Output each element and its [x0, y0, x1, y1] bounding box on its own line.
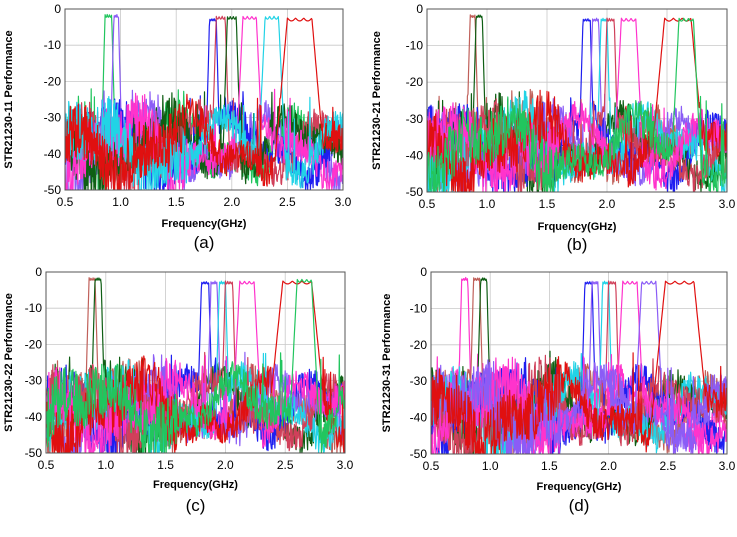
series-group	[431, 276, 727, 454]
panel-a: 0.5 1.0 1.5 2.0 2.5 3.0 0 -10 -20 -30 -40 -50 Freque…	[3, 2, 352, 252]
x-axis-title: Frequency(GHz)	[153, 479, 238, 491]
panel-d: 0.5 1.0 1.5 2.0 2.5 3.0 0 -10 -20 -30 -40 -50 Freque…	[381, 265, 736, 515]
y-tick-label: -50	[406, 185, 424, 199]
y-tick-label: -40	[25, 410, 43, 424]
x-tick-label: 1.0	[482, 459, 499, 473]
x-tick-label: 3.0	[719, 197, 736, 211]
series-line-7	[65, 15, 343, 190]
x-tick-label: 1.0	[97, 458, 114, 472]
x-tick-label: 1.0	[112, 195, 129, 209]
y-tick-label: -50	[44, 183, 62, 197]
plot-frame	[64, 8, 344, 191]
y-axis-title: STR21230-22 Performance	[3, 293, 15, 432]
y-axis-title: STR21230-11 Performance	[3, 30, 15, 168]
y-tick-label: -20	[406, 75, 424, 89]
plot-frame	[426, 8, 728, 193]
y-tick-label: 0	[420, 265, 427, 279]
series-group	[65, 13, 343, 190]
y-tick-label: -30	[44, 111, 62, 125]
x-tick-label: 0.5	[423, 459, 440, 473]
x-tick-label: 2.0	[217, 458, 234, 472]
x-axis-title: Frequency(GHz)	[162, 218, 247, 230]
x-tick-label: 3.0	[335, 195, 352, 209]
plot-frame	[45, 271, 346, 454]
panel-c: 0.5 1.0 1.5 2.0 2.5 3.0 0 -10 -20 -30 -40 -50 Freque…	[3, 265, 354, 515]
series-line-8	[431, 280, 727, 454]
y-tick-label: -10	[406, 39, 424, 53]
x-tick-label: 2.5	[279, 195, 296, 209]
x-axis-title: Frequency(GHz)	[537, 481, 622, 493]
series-line-9	[46, 278, 345, 453]
x-axis-title: Frquency(GHz)	[538, 221, 617, 233]
y-tick-label: -20	[410, 338, 428, 352]
y-tick-label: -40	[406, 148, 424, 162]
series-line-7	[46, 280, 345, 453]
y-tick-label: -10	[25, 301, 43, 315]
x-tick-label: 2.5	[659, 197, 676, 211]
y-tick-label: -20	[44, 74, 62, 88]
x-tick-label: 1.5	[541, 459, 558, 473]
series-line-9	[427, 17, 727, 192]
y-tick-label: -20	[25, 337, 43, 351]
x-tick-label: 0.5	[419, 197, 436, 211]
y-tick-label: -30	[25, 374, 43, 388]
y-tick-label: -40	[44, 147, 62, 161]
y-tick-label: 0	[416, 2, 423, 16]
y-tick-label: -30	[406, 112, 424, 126]
series-line-10	[431, 280, 727, 454]
plot-frame	[430, 271, 728, 455]
x-tick-label: 2.0	[600, 459, 617, 473]
x-tick-label: 0.5	[38, 458, 55, 472]
y-tick-label: -50	[410, 447, 428, 461]
panel-label: (c)	[186, 496, 206, 515]
y-axis-title: STR21230-21 Performance	[371, 31, 383, 170]
x-tick-label: 2.5	[277, 458, 294, 472]
y-tick-label: 0	[54, 2, 61, 16]
y-tick-label: -10	[44, 38, 62, 52]
x-tick-label: 2.0	[223, 195, 240, 209]
series-line-8	[65, 17, 343, 190]
x-tick-label: 2.0	[599, 197, 616, 211]
y-tick-label: -50	[25, 446, 43, 460]
y-tick-label: -10	[410, 301, 428, 315]
x-tick-label: 3.0	[719, 459, 736, 473]
panel-label: (d)	[569, 496, 590, 515]
x-tick-label: 3.0	[337, 458, 354, 472]
series-group	[46, 277, 345, 453]
y-tick-label: -30	[410, 374, 428, 388]
panel-label: (b)	[567, 235, 588, 254]
x-tick-label: 0.5	[57, 195, 74, 209]
x-tick-label: 1.0	[479, 197, 496, 211]
x-tick-label: 1.5	[168, 195, 185, 209]
panel-b: 0.5 1.0 1.5 2.0 2.5 3.0 0 -10 -20 -30 -40 -50 Frquen…	[371, 2, 736, 254]
y-axis-title: STR21230-31 Performance	[381, 294, 393, 433]
y-tick-label: 0	[35, 265, 42, 279]
x-tick-label: 1.5	[157, 458, 174, 472]
x-tick-label: 2.5	[659, 459, 676, 473]
panel-label: (a)	[194, 233, 215, 252]
x-tick-label: 1.5	[539, 197, 556, 211]
series-group	[427, 14, 727, 192]
y-tick-label: -40	[410, 411, 428, 425]
